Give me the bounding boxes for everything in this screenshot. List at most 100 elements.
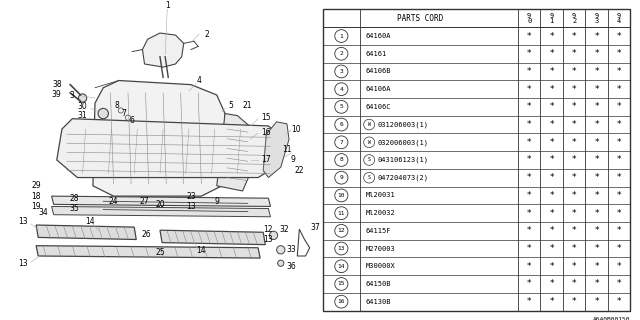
Text: *: * xyxy=(595,32,599,41)
Text: *: * xyxy=(550,102,554,111)
Text: *: * xyxy=(527,209,531,218)
Text: M270003: M270003 xyxy=(365,245,395,252)
Text: 2: 2 xyxy=(204,29,209,39)
Text: *: * xyxy=(550,173,554,182)
Text: *: * xyxy=(595,173,599,182)
Text: 3: 3 xyxy=(70,92,75,100)
Text: *: * xyxy=(550,32,554,41)
Text: *: * xyxy=(572,226,577,235)
Text: 9
0: 9 0 xyxy=(527,13,531,24)
Text: *: * xyxy=(527,138,531,147)
Polygon shape xyxy=(143,33,184,67)
Text: *: * xyxy=(550,226,554,235)
Text: *: * xyxy=(572,32,577,41)
Text: *: * xyxy=(595,279,599,288)
Text: 9: 9 xyxy=(291,156,296,164)
Text: 64106C: 64106C xyxy=(365,104,391,110)
Text: 8: 8 xyxy=(115,101,119,110)
Text: *: * xyxy=(527,49,531,58)
Text: 9
2: 9 2 xyxy=(572,13,577,24)
Text: 19: 19 xyxy=(31,202,41,211)
Text: *: * xyxy=(550,244,554,253)
Text: *: * xyxy=(572,102,577,111)
Text: 1: 1 xyxy=(165,1,170,10)
Text: 047204073(2): 047204073(2) xyxy=(378,174,429,181)
Text: 3: 3 xyxy=(339,69,343,74)
Text: 13: 13 xyxy=(18,217,28,227)
Text: *: * xyxy=(572,173,577,182)
Text: *: * xyxy=(595,67,599,76)
Text: *: * xyxy=(550,138,554,147)
Text: 4: 4 xyxy=(339,87,343,92)
Polygon shape xyxy=(217,114,256,191)
Circle shape xyxy=(278,260,284,266)
Text: W: W xyxy=(368,140,371,145)
Text: *: * xyxy=(595,297,599,306)
Text: *: * xyxy=(595,244,599,253)
Text: 14: 14 xyxy=(196,246,206,255)
Text: W: W xyxy=(368,122,371,127)
Text: 37: 37 xyxy=(310,223,320,232)
Text: *: * xyxy=(527,67,531,76)
Text: *: * xyxy=(527,244,531,253)
Text: *: * xyxy=(617,49,621,58)
Text: *: * xyxy=(550,297,554,306)
Text: Ml20031: Ml20031 xyxy=(365,192,395,198)
Text: *: * xyxy=(595,138,599,147)
Text: 17: 17 xyxy=(262,156,271,164)
Text: 14: 14 xyxy=(338,264,345,269)
Text: *: * xyxy=(572,297,577,306)
Text: *: * xyxy=(550,67,554,76)
Text: 29: 29 xyxy=(31,181,41,190)
Text: *: * xyxy=(572,67,577,76)
Text: 16: 16 xyxy=(262,128,271,137)
Text: M30000X: M30000X xyxy=(365,263,395,269)
Text: 64115F: 64115F xyxy=(365,228,391,234)
Text: *: * xyxy=(572,191,577,200)
Text: *: * xyxy=(550,156,554,164)
Text: *: * xyxy=(617,32,621,41)
Text: 9
3: 9 3 xyxy=(595,13,599,24)
Circle shape xyxy=(269,231,278,239)
Polygon shape xyxy=(36,246,260,258)
Text: *: * xyxy=(527,173,531,182)
Text: 032006003(1): 032006003(1) xyxy=(378,139,429,146)
Text: 26: 26 xyxy=(142,230,152,239)
Text: *: * xyxy=(572,244,577,253)
Text: *: * xyxy=(527,191,531,200)
Text: *: * xyxy=(617,67,621,76)
Text: *: * xyxy=(617,173,621,182)
Text: 21: 21 xyxy=(243,101,253,110)
Text: *: * xyxy=(595,120,599,129)
Text: 22: 22 xyxy=(294,166,304,175)
Text: 30: 30 xyxy=(77,102,88,111)
Text: 5: 5 xyxy=(339,104,343,109)
Text: A640B00150: A640B00150 xyxy=(593,317,630,320)
Text: *: * xyxy=(550,209,554,218)
Text: *: * xyxy=(595,102,599,111)
Text: 33: 33 xyxy=(286,245,296,254)
Text: *: * xyxy=(617,244,621,253)
Text: 13: 13 xyxy=(338,246,345,251)
Circle shape xyxy=(98,108,108,119)
Polygon shape xyxy=(52,196,271,206)
Circle shape xyxy=(276,246,285,254)
Text: *: * xyxy=(572,156,577,164)
Text: 11: 11 xyxy=(338,211,345,216)
Polygon shape xyxy=(160,230,266,245)
Text: 9
1: 9 1 xyxy=(550,13,554,24)
Text: *: * xyxy=(595,262,599,271)
Text: 13: 13 xyxy=(18,259,28,268)
Text: 5: 5 xyxy=(228,101,234,110)
Text: *: * xyxy=(527,85,531,94)
Text: 2: 2 xyxy=(339,51,343,56)
Text: 7: 7 xyxy=(122,109,126,118)
Text: *: * xyxy=(550,120,554,129)
Text: 4: 4 xyxy=(196,76,202,85)
Text: *: * xyxy=(550,191,554,200)
Text: 12: 12 xyxy=(338,228,345,233)
Text: 24: 24 xyxy=(109,197,118,206)
Text: 28: 28 xyxy=(70,194,79,203)
Polygon shape xyxy=(57,119,281,178)
Text: 18: 18 xyxy=(31,192,41,201)
